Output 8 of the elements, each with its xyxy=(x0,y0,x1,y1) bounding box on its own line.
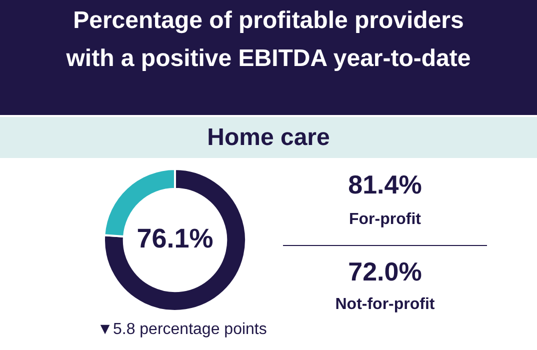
text: 72.0% xyxy=(348,256,422,288)
text: 81.4% xyxy=(348,170,422,200)
text: For-profit xyxy=(349,211,421,229)
chart-subtitle: Home care xyxy=(0,117,537,158)
text: ▼5.8 percentage points xyxy=(97,321,267,339)
data-label: 76.1% xyxy=(136,223,214,254)
chart-title: Percentage of profitable providers with a positive EBITDA year-to-date xyxy=(0,0,537,115)
text: Not-for-profit xyxy=(335,296,435,314)
